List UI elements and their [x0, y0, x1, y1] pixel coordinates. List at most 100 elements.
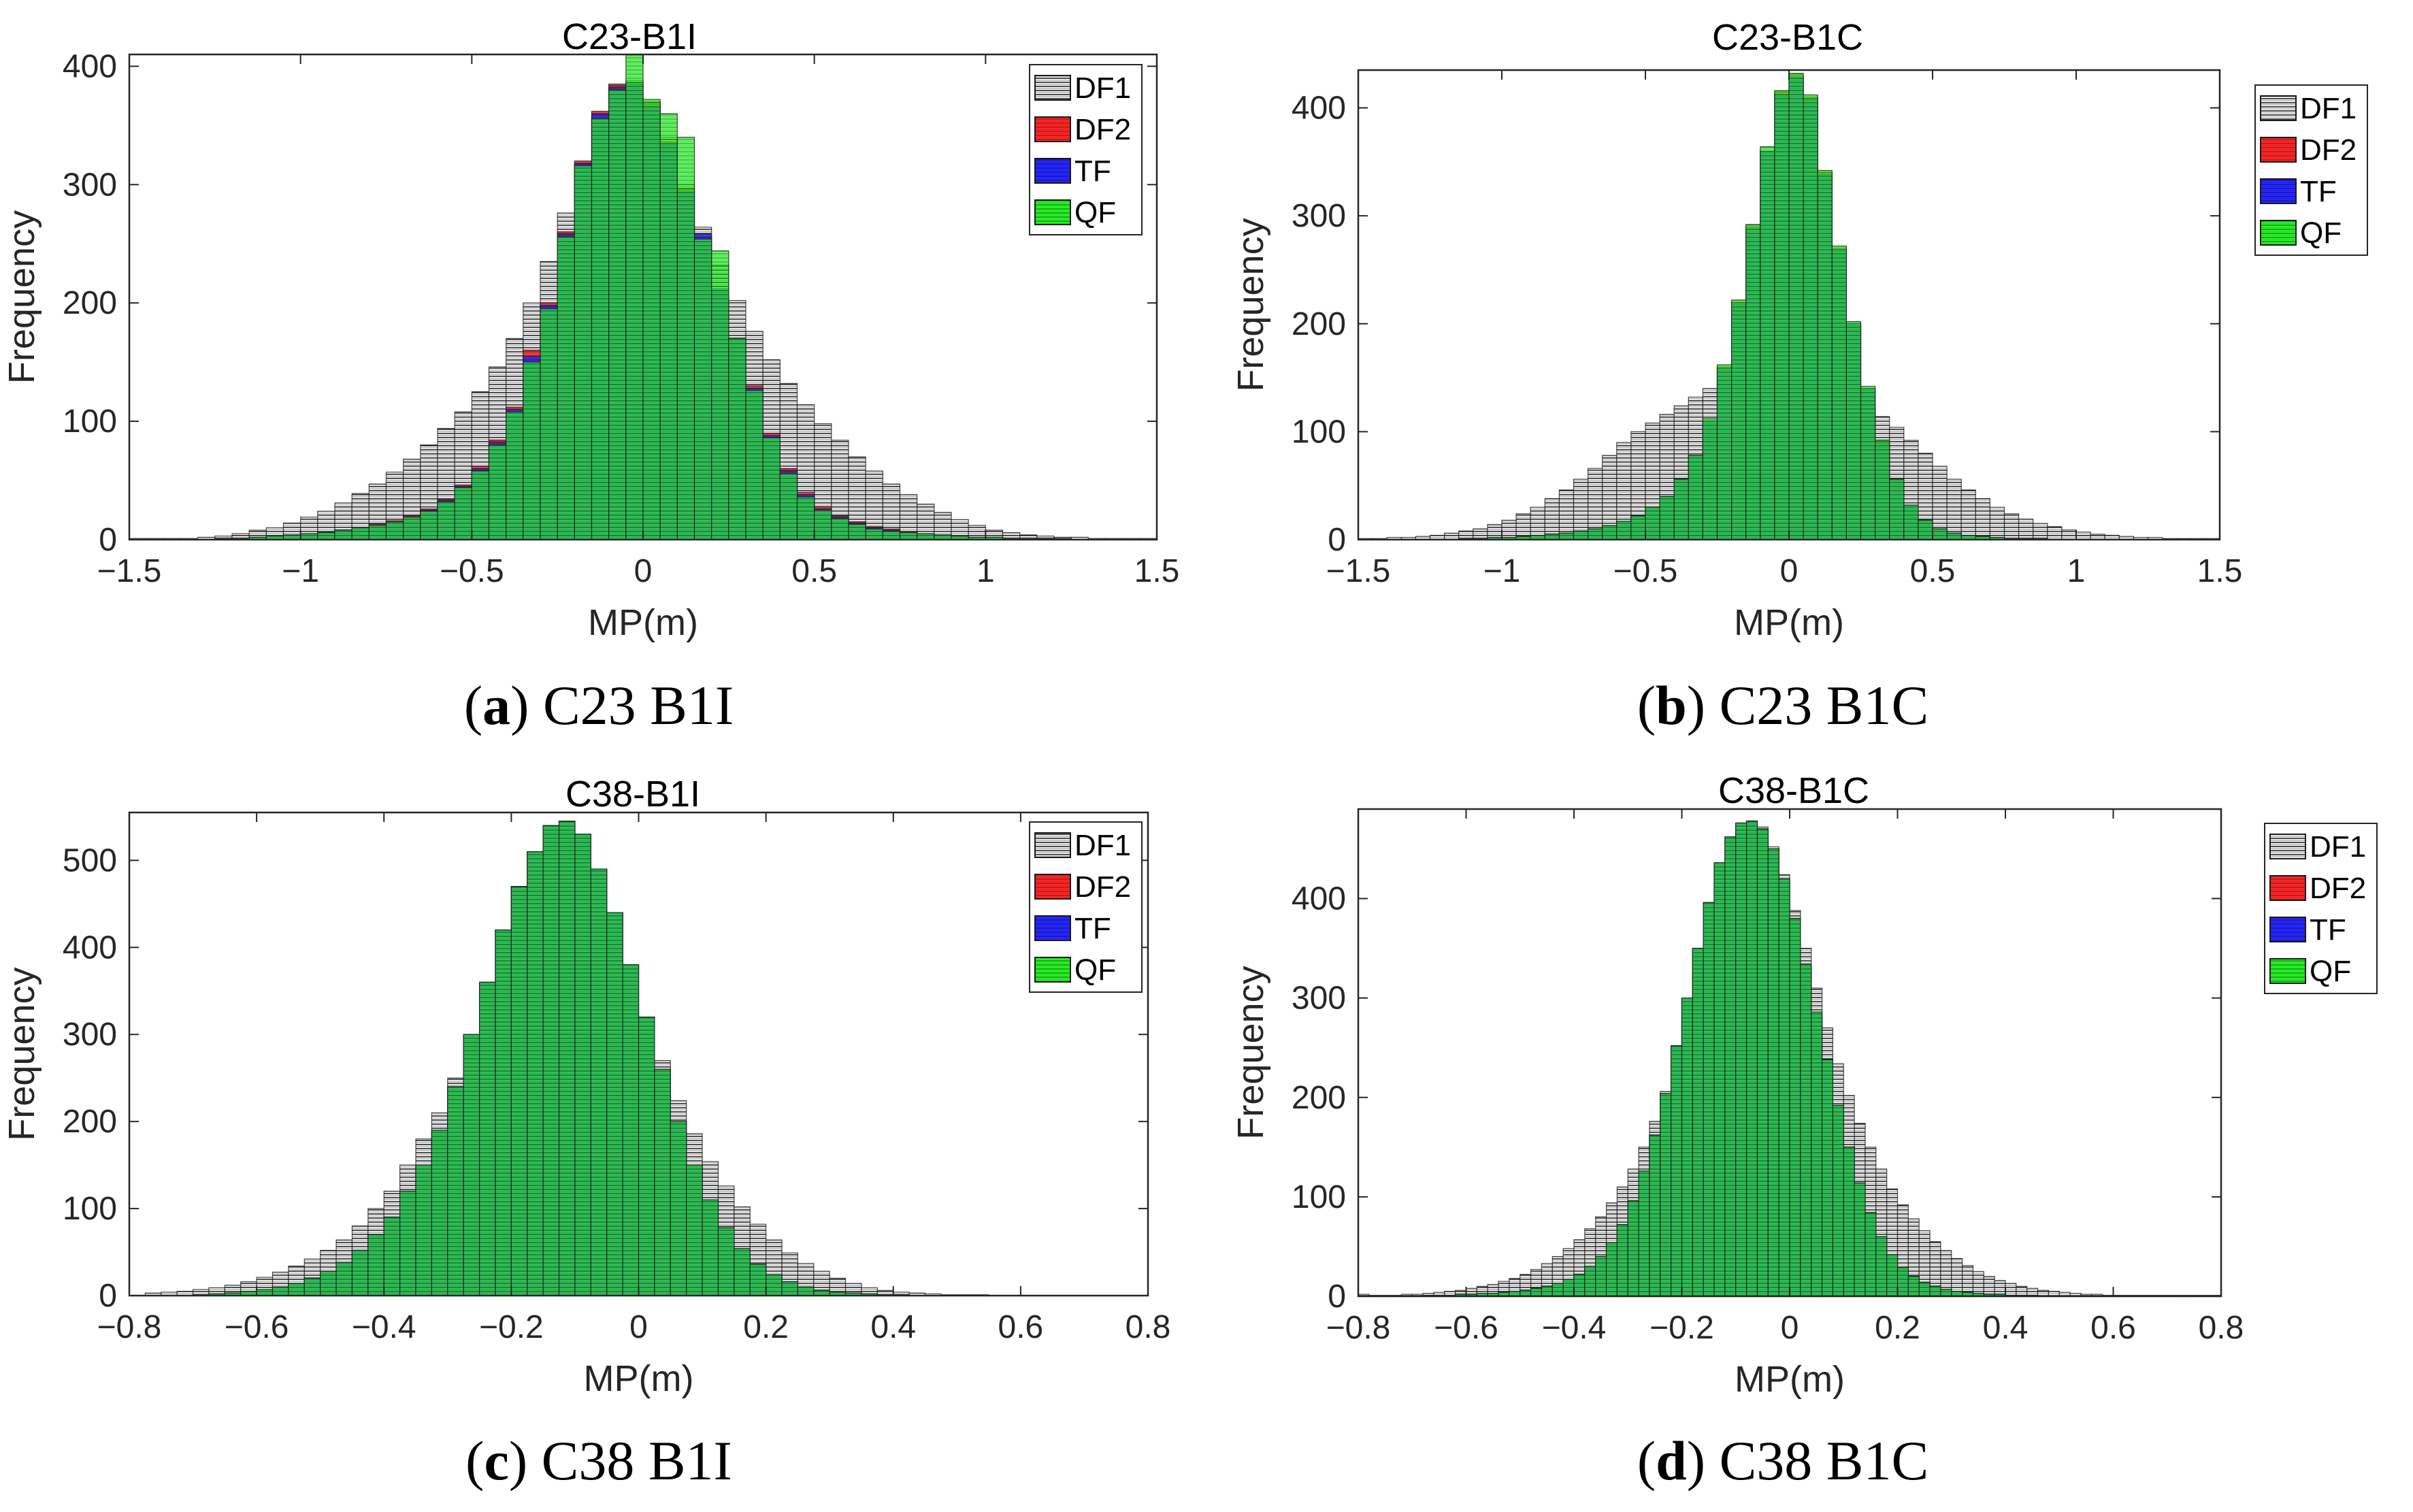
bar-qf	[351, 1249, 369, 1296]
y-tick-label: 500	[63, 842, 117, 878]
x-axis-label: MP(m)	[1734, 602, 1844, 643]
bar-qf	[591, 118, 610, 540]
bar-df1	[1975, 498, 1991, 540]
bar-qf	[1831, 245, 1847, 540]
bar-df1	[1558, 489, 1575, 540]
bar-df1	[1961, 1265, 1974, 1297]
bar-qf	[865, 528, 883, 540]
bar-qf	[558, 821, 576, 1296]
bar-qf	[368, 525, 387, 540]
bar-qf	[1811, 1011, 1823, 1297]
bar-qf	[1602, 525, 1618, 540]
bar-qf	[1756, 828, 1769, 1297]
bar-qf	[1573, 1274, 1586, 1297]
bar-qf	[471, 470, 490, 540]
y-axis-label: Frequency	[1, 210, 42, 384]
legend-swatch-df1	[1034, 832, 1071, 858]
bar-qf	[272, 1286, 289, 1296]
x-tick-label: −1	[282, 553, 319, 589]
bar-df1	[1473, 528, 1488, 540]
bar-qf	[1616, 1224, 1628, 1297]
bar-qf	[1760, 146, 1775, 540]
bar-qf	[1832, 1104, 1844, 1297]
x-axis-label: MP(m)	[588, 602, 698, 643]
bar-qf	[447, 1086, 464, 1296]
x-tick-label: −0.8	[97, 1309, 162, 1345]
bar-qf	[848, 523, 866, 540]
bar-df1	[1573, 478, 1589, 540]
bar-qf	[1854, 1182, 1866, 1297]
x-tick-label: 0.6	[998, 1309, 1044, 1345]
bar-qf	[1681, 998, 1693, 1297]
bar-qf	[1860, 386, 1876, 540]
chart-title: C38-B1C	[1718, 770, 1869, 811]
bar-qf	[288, 1283, 305, 1296]
bar-qf	[1660, 1093, 1672, 1297]
bar-qf	[654, 1068, 671, 1296]
legend-swatch-tf	[2260, 178, 2297, 204]
y-tick-label: 0	[1328, 1279, 1346, 1315]
bar-qf	[1630, 515, 1646, 540]
x-tick-label: −1.5	[97, 553, 162, 589]
bar-df1	[2005, 1283, 2017, 1297]
bar-qf	[1946, 532, 1962, 540]
bar-qf	[463, 1034, 480, 1296]
bar-qf	[1803, 94, 1818, 540]
chart-title: C23-B1I	[562, 16, 697, 57]
bar-qf	[1530, 1287, 1543, 1297]
bar-qf	[403, 516, 421, 540]
bar-qf	[1940, 1289, 1952, 1297]
bar-qf	[711, 250, 729, 540]
legend-swatch-df1	[1034, 75, 1071, 101]
bar-qf	[300, 533, 318, 540]
bar-qf	[334, 529, 352, 540]
bar-qf	[1886, 1254, 1899, 1297]
caption-d: (d) C38 B1C	[1637, 1430, 1929, 1492]
bar-qf	[420, 510, 438, 540]
histogram-panel-a: −1.5 −1 −0.5 0 0.5 1 1.5 0 100 200 300 400 C23-B1I MP…	[1, 16, 1179, 643]
legend: DF1 DF2 TF QF	[1029, 821, 1143, 993]
bar-qf	[1745, 820, 1758, 1297]
histogram-panel-b: −1.5 −1 −0.5 0 0.5 1 1.5 0 100 200 300 400 C23-B1C MP…	[1230, 17, 2368, 643]
caption-c: (c) C38 B1I	[465, 1430, 732, 1492]
bar-qf	[1702, 418, 1718, 540]
legend-swatch-qf	[1034, 957, 1071, 983]
bar-qf	[1645, 506, 1660, 540]
bar-qf	[1889, 478, 1905, 540]
legend-label-tf: TF	[2310, 913, 2346, 947]
legend-label-df1: DF1	[2300, 92, 2357, 125]
bar-qf	[1817, 169, 1833, 540]
bar-qf	[1932, 528, 1948, 540]
bar-qf	[1558, 532, 1575, 540]
bar-df1	[1946, 478, 1962, 540]
bar-qf	[728, 338, 746, 540]
bar-qf	[1616, 521, 1632, 540]
legend-swatch-df1	[2260, 95, 2297, 121]
bar-qf	[882, 531, 901, 540]
legend-label-qf: QF	[1074, 953, 1116, 987]
bar-qf	[686, 1164, 703, 1296]
x-tick-label: −0.4	[352, 1309, 416, 1345]
y-tick-label: 300	[63, 1017, 117, 1053]
legend-label-tf: TF	[1074, 154, 1111, 188]
bar-qf	[1562, 1279, 1575, 1297]
bar-qf	[1907, 1276, 1920, 1297]
bar-qf	[1595, 1255, 1607, 1297]
bar-qf	[1800, 964, 1812, 1297]
bar-df1	[2033, 523, 2048, 540]
x-tick-label: −1.5	[1326, 553, 1391, 589]
legend-label-df2: DF2	[2300, 133, 2357, 167]
bar-qf	[1865, 1212, 1877, 1297]
caption-a: (a) C23 B1I	[463, 674, 734, 736]
legend-swatch-tf	[1034, 158, 1071, 184]
series-qf	[214, 54, 1055, 540]
bar-qf	[622, 964, 640, 1296]
bar-qf	[670, 1121, 687, 1296]
legend-swatch-df2	[1034, 874, 1071, 900]
histogram-panel-c: −0.8 −0.6 −0.4 −0.2 0 0.2 0.4 0.6 0.8 0 100 200 300 4…	[1, 774, 1170, 1399]
legend-swatch-tf	[1034, 915, 1071, 941]
bar-qf	[399, 1190, 416, 1296]
bar-qf	[1716, 364, 1733, 540]
y-tick-label: 0	[99, 1278, 117, 1314]
bar-qf	[1671, 1045, 1683, 1297]
